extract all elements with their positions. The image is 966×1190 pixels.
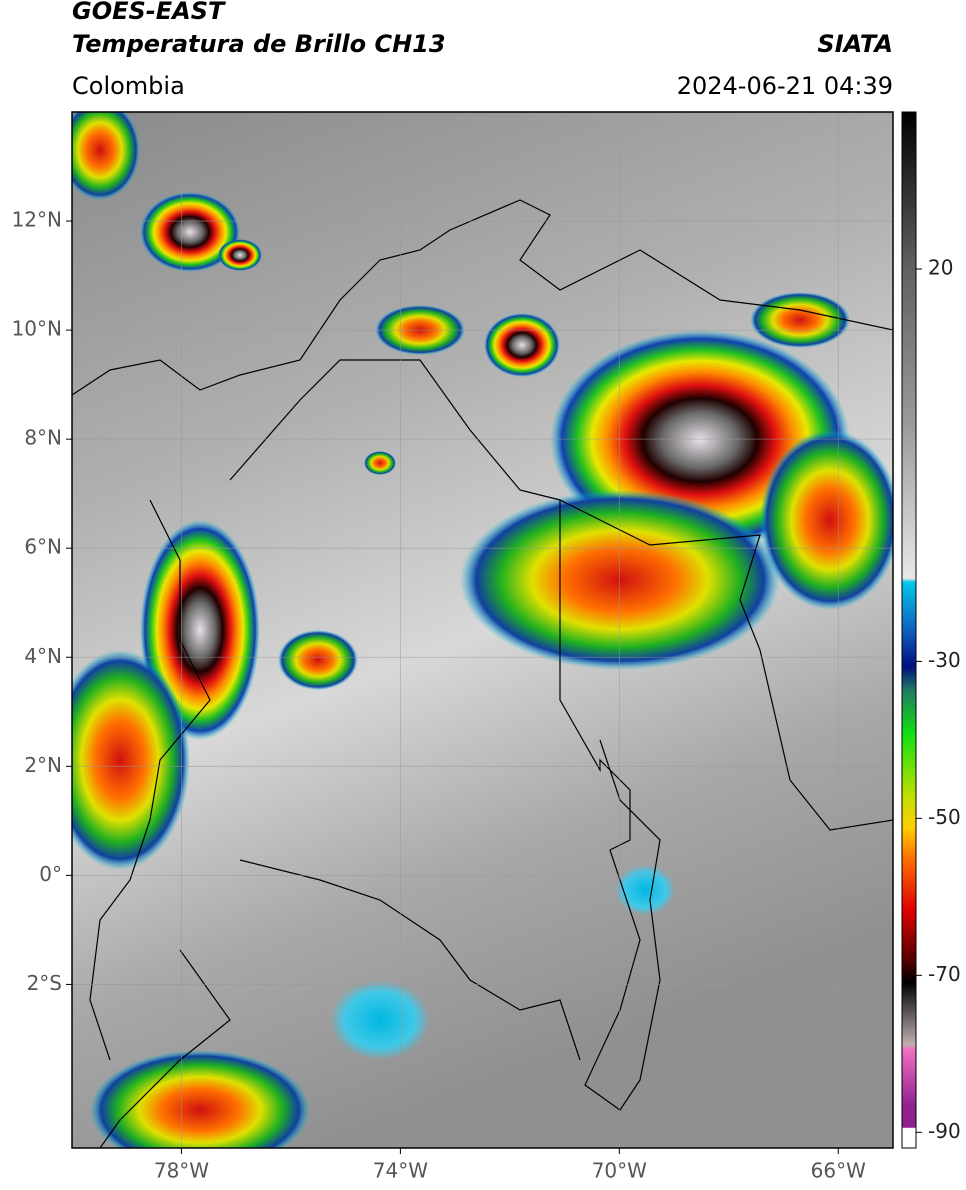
colorbar-tick-label: -90 <box>928 1119 961 1143</box>
satellite-image <box>72 112 893 1148</box>
storm-cell <box>460 490 780 670</box>
storm-cell <box>278 630 358 690</box>
agency: SIATA <box>817 30 893 58</box>
x-tick-label: 78°W <box>154 1159 209 1183</box>
cold-cloud <box>615 865 675 915</box>
storm-cell <box>484 313 560 377</box>
border <box>229 359 893 831</box>
timestamp: 2024-06-21 04:39 <box>677 72 893 100</box>
colorbar-tick-label: -50 <box>928 805 961 829</box>
y-tick-label: 6°N <box>24 535 62 559</box>
storm-cell <box>90 1050 310 1148</box>
y-tick-label: 8°N <box>24 426 62 450</box>
border <box>559 500 661 1111</box>
storm-cell <box>218 239 262 271</box>
colorbar-tick-label: -30 <box>928 648 961 672</box>
y-tick-label: 4°N <box>24 644 62 668</box>
coastline <box>72 199 893 396</box>
product-title: Temperatura de Brillo CH13 <box>72 30 446 58</box>
y-tick-label: 2°N <box>24 753 62 777</box>
y-tick-label: 2°S <box>27 971 62 995</box>
x-tick-label: 70°W <box>592 1159 647 1183</box>
storm-cell <box>140 192 240 272</box>
y-tick-label: 10°N <box>12 317 62 341</box>
storm-cell <box>750 292 850 348</box>
storm-cell <box>760 430 893 610</box>
colorbar-tick-label: 20 <box>928 255 953 279</box>
x-tick-label: 74°W <box>373 1159 428 1183</box>
region: Colombia <box>72 72 185 100</box>
satellite-title: GOES-EAST <box>72 0 226 25</box>
coastline <box>89 499 211 1061</box>
x-tick-label: 66°W <box>811 1159 866 1183</box>
storm-cell <box>72 112 140 200</box>
border <box>99 949 231 1148</box>
colorbar <box>901 111 917 1149</box>
storm-cell <box>72 650 190 870</box>
graticule <box>72 112 893 1148</box>
storm-cell <box>364 451 396 475</box>
y-tick-label: 12°N <box>12 208 62 232</box>
colorbar-tick-label: -70 <box>928 962 961 986</box>
cold-cloud <box>330 980 430 1060</box>
map-frame <box>71 111 894 1149</box>
border <box>239 859 581 1061</box>
y-tick-label: 0° <box>39 862 62 886</box>
